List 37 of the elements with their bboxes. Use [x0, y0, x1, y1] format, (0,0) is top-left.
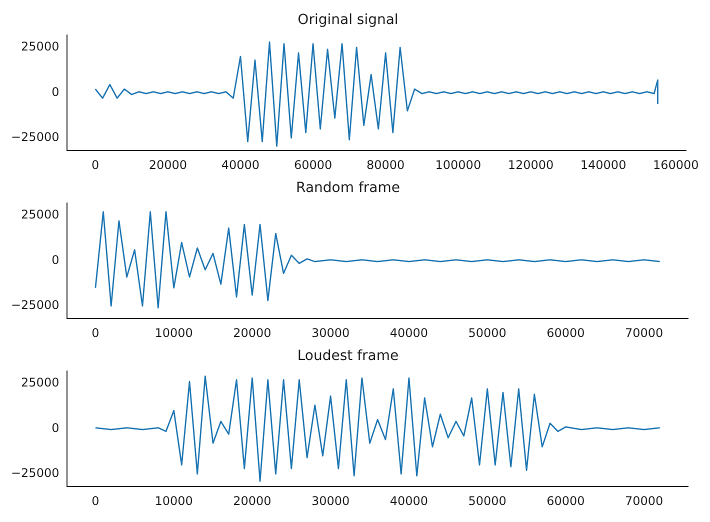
x-tick-label: 20000	[233, 326, 272, 340]
y-tick-label: 0	[52, 84, 60, 99]
y-tick-label: −25000	[10, 130, 60, 144]
x-tick-label: 40000	[390, 494, 428, 508]
x-tick-label: 100000	[435, 158, 482, 172]
x-tick-label: 70000	[625, 494, 664, 508]
x-tick-label: 30000	[311, 326, 350, 340]
x-tick-label: 160000	[652, 158, 699, 172]
chart-title: Random frame	[296, 180, 400, 196]
x-tick-label: 0	[92, 494, 100, 508]
x-tick-label: 20000	[148, 158, 188, 172]
x-tick-label: 20000	[233, 494, 272, 508]
y-tick-label: −25000	[10, 466, 60, 480]
x-tick-label: 60000	[546, 326, 585, 340]
x-tick-label: 30000	[311, 494, 350, 508]
x-tick-label: 80000	[366, 158, 405, 172]
x-tick-label: 10000	[154, 494, 193, 508]
y-tick-label: 25000	[21, 376, 60, 390]
chart-title: Original signal	[298, 12, 398, 28]
x-tick-label: 40000	[390, 326, 428, 340]
x-tick-label: 140000	[580, 158, 626, 172]
x-tick-label: 50000	[468, 494, 506, 508]
chart-title: Loudest frame	[297, 348, 399, 364]
y-tick-label: 0	[52, 420, 60, 435]
y-tick-label: 25000	[21, 40, 60, 54]
y-tick-label: −25000	[10, 298, 60, 312]
x-tick-label: 60000	[294, 158, 332, 172]
x-tick-label: 120000	[508, 158, 554, 172]
x-tick-label: 0	[92, 158, 100, 172]
x-tick-label: 60000	[546, 494, 585, 508]
x-tick-label: 10000	[154, 326, 193, 340]
x-tick-label: 40000	[221, 158, 260, 172]
x-tick-label: 70000	[625, 326, 664, 340]
x-tick-label: 0	[92, 326, 100, 340]
x-tick-label: 50000	[468, 326, 506, 340]
y-tick-label: 25000	[21, 208, 60, 222]
y-tick-label: 0	[52, 252, 60, 267]
